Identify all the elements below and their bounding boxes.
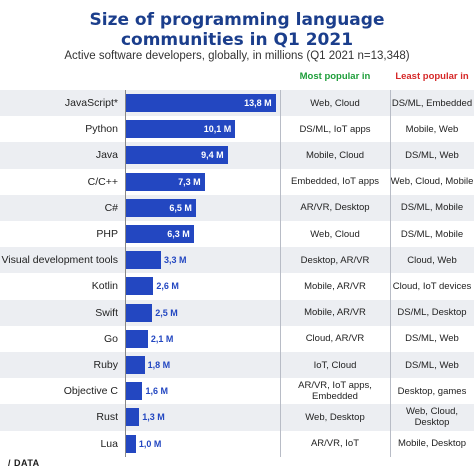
data-label: 10,1 M (203, 124, 232, 135)
bar (125, 329, 148, 348)
bar (125, 303, 153, 322)
most-popular-cell: IoT, Cloud (313, 359, 357, 371)
bar (125, 356, 145, 375)
table-row: Visual development tools 3,3 M Desktop, AR… (0, 247, 474, 274)
data-label: 7,3 M (178, 176, 201, 187)
bar: 6,5 M (125, 198, 196, 217)
data-label: 6,3 M (167, 229, 190, 240)
least-popular-cell: DS/ML, Embedded (391, 97, 473, 109)
category-label: Visual development tools (1, 254, 118, 267)
data-label: 1,8 M (147, 360, 171, 371)
category-label: Kotlin (91, 280, 118, 293)
data-logo: / DATA (8, 458, 40, 468)
chart-title-line-1: Size of programming language (89, 10, 385, 30)
table-row: Ruby 1,8 M IoT, Cloud DS/ML, Web (0, 352, 474, 379)
category-label: Swift (95, 306, 118, 319)
bar (125, 382, 143, 401)
most-popular-cell: Cloud, AR/VR (305, 333, 365, 345)
bar-axis-line (125, 90, 126, 457)
category-label: PHP (96, 228, 118, 241)
bar (125, 277, 154, 296)
table-row: Go 2,1 M Cloud, AR/VR DS/ML, Web (0, 326, 474, 352)
table-row: Objective C 1,6 M AR/VR, IoT apps, Embedde… (0, 378, 474, 404)
most-popular-cell: Web, Cloud (310, 228, 360, 240)
table-row: Java 9,4 M Mobile, Cloud DS/ML, Web (0, 142, 474, 169)
category-label: Java (95, 149, 118, 162)
bar (125, 408, 140, 427)
category-label: Objective C (63, 385, 118, 398)
column-divider-most (280, 90, 281, 457)
bar (125, 251, 162, 270)
most-popular-cell: DS/ML, IoT apps (299, 123, 371, 135)
chart-subtitle: Active software developers, globally, in… (64, 50, 410, 62)
category-label: Go (103, 332, 118, 345)
least-popular-cell: Mobile, Desktop (397, 438, 467, 450)
table-row: C# 6,5 M AR/VR, Desktop DS/ML, Mobile (0, 194, 474, 221)
bar: 10,1 M (125, 120, 236, 139)
least-popular-cell: DS/ML, Web (405, 359, 459, 371)
table-row: Lua 1,0 M AR/VR, IoT Mobile, Desktop (0, 431, 474, 457)
most-popular-cell: Desktop, AR/VR (300, 254, 370, 266)
category-label: C# (104, 201, 118, 214)
least-popular-cell: DS/ML, Web (405, 149, 459, 161)
data-label: 9,4 M (201, 150, 224, 161)
bar: 7,3 M (125, 172, 205, 191)
data-label: 1,6 M (145, 386, 168, 397)
bar: 9,4 M (125, 146, 228, 165)
most-popular-cell: Mobile, AR/VR (304, 280, 366, 292)
data-label: 1,3 M (142, 412, 165, 423)
least-popular-cell: DS/ML, Web (405, 333, 459, 345)
most-popular-cell: AR/VR, IoT apps, Embedded (298, 380, 372, 403)
data-label: 2,5 M (155, 307, 178, 318)
chart-title-line-2: communities in Q1 2021 (120, 30, 354, 50)
most-popular-cell: Web, Desktop (305, 411, 365, 423)
least-popular-cell: DS/ML, Desktop (397, 307, 467, 319)
most-popular-cell: Mobile, Cloud (305, 149, 365, 161)
least-popular-cell: Cloud, Web (407, 254, 457, 266)
data-label: 13,8 M (244, 98, 272, 109)
table-row: JavaScript* 13,8 M Web, Cloud DS/ML, Embedd… (0, 90, 474, 117)
data-label: 2,6 M (156, 281, 179, 292)
category-label: Rust (96, 411, 118, 424)
most-popular-cell: AR/VR, Desktop (300, 202, 370, 214)
category-label: Python (85, 123, 118, 136)
category-label: JavaScript* (64, 97, 118, 110)
most-popular-cell: Web, Cloud (310, 97, 360, 109)
least-popular-cell: Web, Cloud, Mobile (390, 176, 474, 188)
least-popular-cell: Cloud, IoT devices (392, 280, 472, 292)
table-row: Swift 2,5 M Mobile, AR/VR DS/ML, Desktop (0, 299, 474, 326)
data-label: 3,3 M (164, 255, 187, 266)
least-popular-cell: Mobile, Web (405, 123, 459, 135)
data-label: 1,0 M (138, 438, 162, 449)
table-row: PHP 6,3 M Web, Cloud DS/ML, Mobile (0, 221, 474, 247)
least-popular-cell: DS/ML, Mobile (400, 228, 464, 240)
least-popular-cell: Desktop, games (397, 385, 467, 397)
most-popular-cell: Embedded, IoT apps (290, 176, 380, 188)
data-label: 6,5 M (169, 202, 192, 213)
category-label: C/C++ (87, 175, 118, 188)
most-popular-header: Most popular in (299, 71, 371, 82)
data-label: 2,1 M (150, 333, 174, 344)
table-row: Rust 1,3 M Web, Desktop Web, Cloud, Desktop (0, 404, 474, 431)
least-popular-header: Least popular in (395, 71, 469, 82)
least-popular-cell: Web, Cloud, Desktop (405, 406, 459, 429)
most-popular-cell: Mobile, AR/VR (304, 307, 366, 319)
category-label: Ruby (93, 359, 118, 372)
least-popular-cell: DS/ML, Mobile (400, 202, 464, 214)
bar (125, 434, 136, 453)
bar: 6,3 M (125, 225, 194, 244)
table-row: Python 10,1 M DS/ML, IoT apps Mobile, Web (0, 116, 474, 142)
bar: 13,8 M (125, 94, 276, 113)
column-divider-least (390, 90, 391, 457)
table-row: Kotlin 2,6 M Mobile, AR/VR Cloud, IoT devic… (0, 273, 474, 299)
category-label: Lua (100, 437, 118, 450)
table-row: C/C++ 7,3 M Embedded, IoT apps Web, Cloud, … (0, 169, 474, 195)
most-popular-cell: AR/VR, IoT (310, 438, 360, 450)
